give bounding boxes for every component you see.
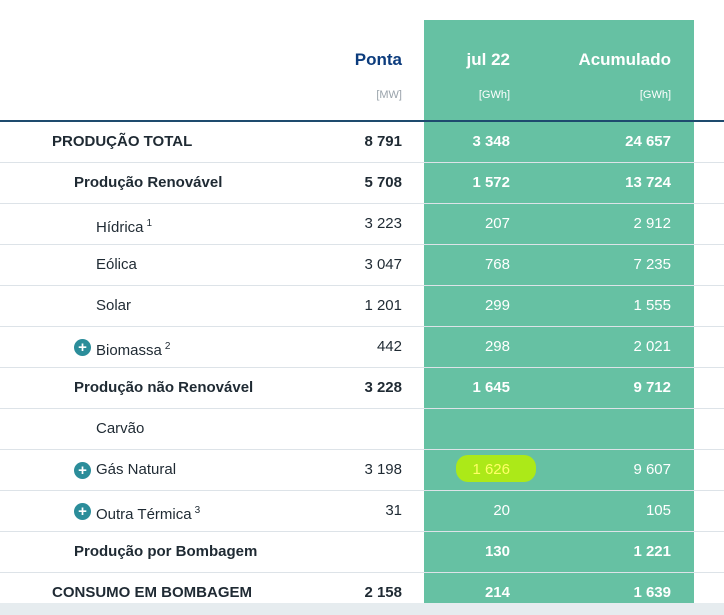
row-label: Eólica <box>96 256 137 273</box>
cell-ponta: 1 201 <box>364 297 402 314</box>
highlight-marker <box>456 455 536 482</box>
header-ponta-unit: [MW] <box>376 89 402 101</box>
cell-acumulado: 7 235 <box>633 256 671 273</box>
footnote-marker[interactable]: 3 <box>194 505 201 516</box>
cell-jul22: 130 <box>484 543 510 560</box>
cell-jul22: 1 645 <box>472 379 510 396</box>
highlighted-columns-background <box>424 20 694 604</box>
header-acumulado-unit: [GWh] <box>639 89 671 101</box>
header-jul22: jul 22 <box>466 50 510 69</box>
cell-jul22: 20 <box>493 502 510 519</box>
cell-jul22 <box>424 409 510 449</box>
cell-ponta <box>300 532 402 572</box>
cell-ponta: 442 <box>376 338 402 355</box>
header-jul22-unit: [GWh] <box>478 89 510 101</box>
header-ponta: Ponta <box>354 50 402 69</box>
footnote-marker[interactable]: 2 <box>164 341 171 352</box>
cell-jul22: 768 <box>484 256 510 273</box>
cell-jul22: 1 572 <box>472 174 510 191</box>
row-label: PRODUÇÃO TOTAL <box>52 133 193 150</box>
row-label: CONSUMO EM BOMBAGEM <box>52 584 252 601</box>
table-row-carvao: Carvão <box>0 409 724 450</box>
row-label: Carvão <box>96 420 145 437</box>
table-row-producao-renovavel: Produção Renovável 5 708 1 572 13 724 <box>0 163 724 204</box>
cell-ponta: 2 158 <box>364 584 402 601</box>
cell-acumulado: 2 021 <box>633 338 671 355</box>
cell-ponta: 3 228 <box>364 379 402 396</box>
table-row-outra-termica[interactable]: + Outra Térmica 3 31 20 105 <box>0 491 724 532</box>
bottom-scroll-edge <box>0 603 724 615</box>
cell-jul22: 299 <box>484 297 510 314</box>
cell-ponta: 5 708 <box>364 174 402 191</box>
row-label: Solar <box>96 297 132 314</box>
table-row-eolica: Eólica 3 047 768 7 235 <box>0 245 724 286</box>
cell-acumulado: 13 724 <box>625 174 671 191</box>
row-label-wrap: Biomassa 2 <box>96 327 170 367</box>
cell-ponta <box>300 409 402 449</box>
table-row-hidrica: Hídrica 1 3 223 207 2 912 <box>0 204 724 245</box>
cell-acumulado: 24 657 <box>625 133 671 150</box>
row-label: Produção Renovável <box>74 174 223 191</box>
table-row-biomassa[interactable]: + Biomassa 2 442 298 2 021 <box>0 327 724 368</box>
plus-circle-icon[interactable]: + <box>74 462 91 479</box>
table-row-gas-natural[interactable]: + Gás Natural 3 198 1 626 9 607 <box>0 450 724 491</box>
row-label-wrap: Outra Térmica 3 <box>96 491 200 531</box>
footnote-marker[interactable]: 1 <box>146 218 153 229</box>
header-acumulado: Acumulado <box>578 50 671 69</box>
table-row-producao-nao-renovavel: Produção não Renovável 3 228 1 645 9 712 <box>0 368 724 409</box>
cell-acumulado: 9 712 <box>633 379 671 396</box>
row-label: Gás Natural <box>96 461 177 478</box>
cell-acumulado: 2 912 <box>633 215 671 232</box>
table-row-solar: Solar 1 201 299 1 555 <box>0 286 724 327</box>
row-label: Biomassa <box>96 342 162 359</box>
cell-acumulado: 105 <box>645 502 671 519</box>
row-label: Hídrica <box>96 219 144 236</box>
plus-circle-icon[interactable]: + <box>74 339 91 356</box>
cell-ponta: 3 223 <box>364 215 402 232</box>
cell-jul22: 207 <box>484 215 510 232</box>
cell-ponta: 3 198 <box>364 461 402 478</box>
plus-circle-icon[interactable]: + <box>74 503 91 520</box>
cell-ponta: 3 047 <box>364 256 402 273</box>
table-row-producao-bombagem: Produção por Bombagem 130 1 221 <box>0 532 724 573</box>
row-label: Outra Térmica <box>96 506 192 523</box>
cell-jul22: 298 <box>484 338 510 355</box>
cell-acumulado: 1 555 <box>633 297 671 314</box>
table-row-producao-total: PRODUÇÃO TOTAL 8 791 3 348 24 657 <box>0 122 724 163</box>
cell-acumulado: 1 221 <box>633 543 671 560</box>
cell-acumulado: 1 639 <box>633 584 671 601</box>
cell-jul22: 3 348 <box>472 133 510 150</box>
row-label: Produção por Bombagem <box>74 543 258 560</box>
cell-acumulado <box>520 409 671 449</box>
cell-jul22: 214 <box>484 584 510 601</box>
table-header: Ponta [MW] jul 22 [GWh] Acumulado [GWh] <box>0 20 724 120</box>
cell-jul22-highlighted: 1 626 <box>472 461 510 478</box>
table-body: PRODUÇÃO TOTAL 8 791 3 348 24 657 Produç… <box>0 122 724 614</box>
cell-acumulado: 9 607 <box>633 461 671 478</box>
row-label-wrap: Hídrica 1 <box>96 204 152 244</box>
row-label: Produção não Renovável <box>74 379 254 396</box>
cell-ponta: 8 791 <box>364 133 402 150</box>
cell-ponta: 31 <box>385 502 402 519</box>
header-divider <box>0 120 724 122</box>
